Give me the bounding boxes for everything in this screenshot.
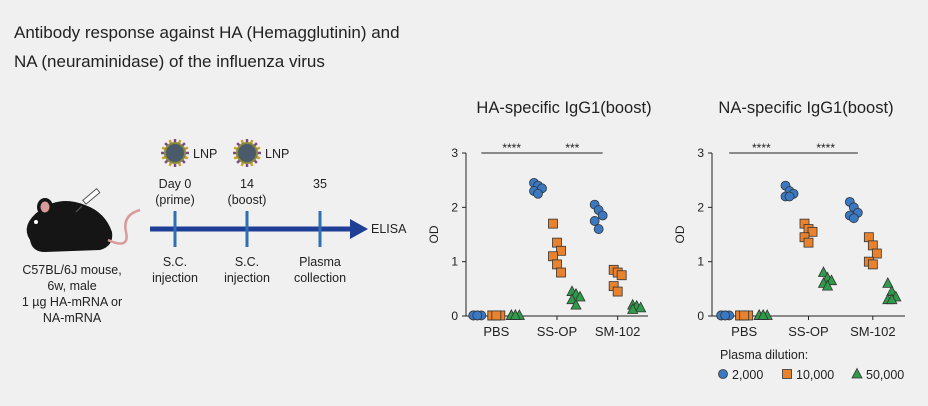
- data-point: [821, 279, 834, 291]
- step-event: S.C.: [163, 255, 187, 269]
- data-point: [589, 216, 600, 226]
- legend-label: 2,000: [732, 368, 763, 382]
- data-point: [533, 188, 543, 199]
- y-tick-label: 0: [697, 309, 704, 323]
- step-event: S.C.: [235, 255, 259, 269]
- data-point: [570, 298, 582, 310]
- data-point: [472, 310, 483, 321]
- data-point: [803, 237, 814, 248]
- data-point: [720, 310, 731, 321]
- mouse-caption: 6w, male: [47, 279, 96, 293]
- data-point: [627, 303, 639, 314]
- x-tick-label: SM-102: [595, 324, 641, 339]
- lnp-icon: [164, 142, 186, 164]
- significance-label: ****: [816, 141, 835, 155]
- legend-label: 10,000: [796, 368, 834, 382]
- legend-marker: [718, 369, 728, 379]
- data-point: [612, 286, 623, 297]
- data-point: [509, 309, 521, 320]
- data-point: [556, 267, 566, 278]
- step-event: collection: [294, 271, 346, 285]
- y-tick-label: 2: [697, 200, 704, 214]
- legend-label: 50,000: [866, 368, 904, 382]
- data-point: [882, 277, 894, 288]
- legend-marker: [782, 369, 792, 379]
- y-tick-label: 0: [451, 309, 458, 323]
- timeline-arrowhead: [350, 219, 368, 239]
- mouse-caption: 1 µg HA-mRNA or: [22, 295, 122, 309]
- data-point: [867, 240, 878, 251]
- mouse-icon: [26, 187, 141, 252]
- data-point: [784, 191, 795, 202]
- step-day: (prime): [155, 193, 195, 207]
- mouse-caption: NA-mRNA: [43, 311, 102, 325]
- data-point: [863, 232, 874, 243]
- data-point: [556, 245, 566, 256]
- significance-label: ****: [502, 141, 521, 155]
- data-point: [817, 266, 830, 277]
- y-tick-label: 3: [697, 146, 704, 160]
- data-point: [825, 274, 838, 286]
- legend-marker: [851, 367, 863, 379]
- data-point: [635, 301, 647, 313]
- data-point: [552, 237, 562, 248]
- x-tick-label: PBS: [731, 324, 757, 339]
- data-point: [491, 310, 502, 321]
- x-tick-label: PBS: [483, 324, 509, 339]
- chart-title: NA-specific IgG1(boost): [718, 99, 893, 117]
- legend-title: Plasma dilution:: [720, 348, 808, 362]
- data-point: [757, 309, 769, 320]
- x-tick-label: SS-OP: [537, 324, 577, 339]
- mouse-caption: C57BL/6J mouse,: [22, 263, 121, 277]
- data-point: [593, 224, 604, 234]
- x-tick-label: SS-OP: [788, 324, 828, 339]
- data-point: [548, 251, 558, 262]
- y-tick-label: 1: [451, 255, 458, 269]
- step-day: 14: [240, 177, 254, 191]
- data-point: [871, 248, 882, 259]
- data-point: [597, 210, 608, 221]
- timeline-end: ELISA: [371, 222, 407, 236]
- timeline-steps: LNP Day 0 (prime) S.C. injection LNP 14 (boost)…: [152, 139, 346, 285]
- step-event: injection: [152, 271, 198, 285]
- x-tick-label: SM-102: [850, 324, 896, 339]
- data-point: [566, 293, 578, 305]
- data-point: [807, 226, 818, 237]
- data-point: [739, 310, 750, 321]
- data-point: [848, 213, 859, 224]
- chart-title: HA-specific IgG1(boost): [476, 99, 651, 117]
- y-axis-label: OD: [673, 225, 687, 243]
- significance-label: ****: [752, 141, 771, 155]
- data-point: [886, 293, 898, 305]
- lnp-label: LNP: [193, 147, 217, 161]
- step-day: Day 0: [159, 177, 192, 191]
- step-day: 35: [313, 177, 327, 191]
- title-line: NA (neuraminidase) of the influenza viru…: [14, 52, 325, 71]
- lnp-icon: [236, 142, 258, 164]
- step-event: Plasma: [299, 255, 341, 269]
- data-point: [548, 218, 558, 229]
- y-tick-label: 2: [451, 200, 458, 214]
- y-axis-label: OD: [427, 225, 441, 243]
- lnp-label: LNP: [265, 147, 289, 161]
- data-point: [552, 259, 562, 270]
- title-line: Antibody response against HA (Hemaggluti…: [14, 23, 400, 42]
- significance-label: ***: [565, 141, 579, 155]
- y-tick-label: 3: [451, 146, 458, 160]
- data-point: [616, 270, 627, 281]
- data-point: [574, 290, 586, 302]
- step-day: (boost): [228, 193, 267, 207]
- step-event: injection: [224, 271, 270, 285]
- data-point: [867, 259, 878, 270]
- y-tick-label: 1: [697, 255, 704, 269]
